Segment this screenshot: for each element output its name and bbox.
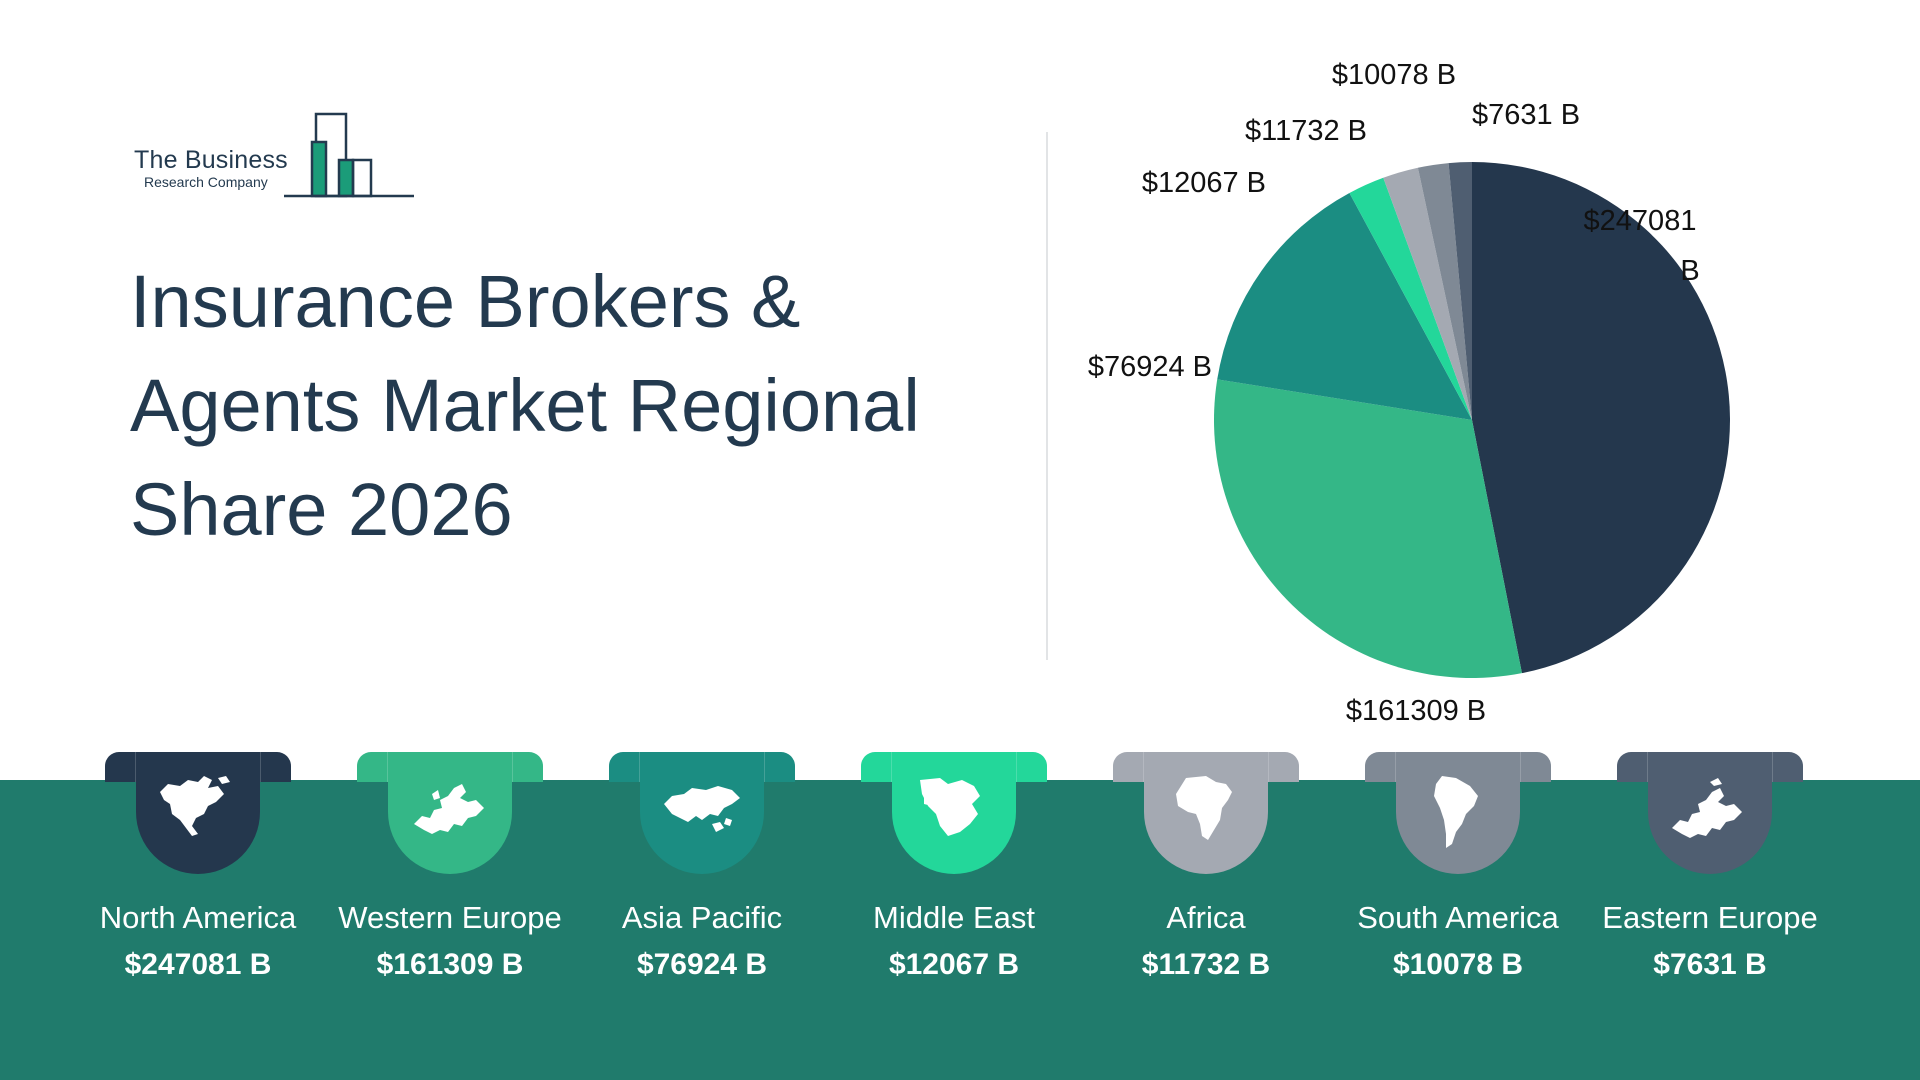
- pie-slice-north-america: [1472, 162, 1731, 674]
- region-badge: [1144, 752, 1268, 874]
- vertical-divider: [1046, 132, 1048, 660]
- logo-buildings-icon: [284, 112, 414, 198]
- region-value: $7631 B: [1653, 948, 1767, 981]
- region-badge: [1396, 752, 1520, 874]
- region-name: North America: [99, 900, 297, 935]
- region-card-western-europe: Western Europe $161309 B: [338, 752, 562, 1052]
- pie-slice-asia-pacific: [1217, 192, 1472, 420]
- region-card-north-america: North America $247081 B: [100, 752, 296, 1052]
- region-card-eastern-europe: Eastern Europe $7631 B: [1602, 752, 1818, 1052]
- pie-slice-africa: [1383, 167, 1472, 420]
- region-card-asia-pacific: Asia Pacific $76924 B: [609, 752, 795, 1052]
- region-badge: [1648, 752, 1772, 874]
- asia-pacific-map-icon: [664, 786, 740, 832]
- region-card-middle-east: Middle East $12067 B: [861, 752, 1047, 1052]
- region-value: $76924 B: [636, 948, 768, 981]
- region-badge: [388, 752, 512, 874]
- region-name: Western Europe: [338, 900, 562, 935]
- region-value: $161309 B: [376, 948, 524, 981]
- pie-slice-western-europe: [1214, 379, 1522, 679]
- region-badge: [892, 752, 1016, 874]
- pie-data-label: $247081 B: [1584, 205, 1700, 287]
- pie-data-label: $76924 B: [1088, 351, 1212, 383]
- company-logo: The Business Research Company: [134, 110, 424, 200]
- region-name: Eastern Europe: [1602, 900, 1818, 935]
- region-name: Asia Pacific: [621, 900, 783, 935]
- pie-slice-eastern-europe: [1448, 162, 1472, 420]
- region-badge: [640, 752, 764, 874]
- region-value: $247081 B: [124, 948, 272, 981]
- pie-slice-middle-east: [1349, 177, 1472, 420]
- region-card-south-america: South America $10078 B: [1357, 752, 1559, 1052]
- pie-data-label: $10078 B: [1332, 59, 1456, 91]
- region-badge: [136, 752, 260, 874]
- region-name: South America: [1357, 900, 1559, 935]
- region-name: Middle East: [873, 900, 1035, 935]
- region-value: $10078 B: [1392, 948, 1524, 981]
- pie-data-label: $161309 B: [1346, 695, 1486, 727]
- region-value: $12067 B: [888, 948, 1020, 981]
- western-europe-map-icon: [414, 784, 484, 834]
- logo-name: The Business: [134, 146, 288, 174]
- south-america-map-icon: [1434, 776, 1478, 848]
- pie-data-label: $11732 B: [1245, 115, 1367, 147]
- north-america-map-icon: [160, 776, 230, 836]
- eastern-europe-map-icon: [1672, 778, 1742, 838]
- region-name: Africa: [1166, 900, 1246, 935]
- pie-slice-south-america: [1417, 163, 1472, 420]
- region-value: $11732 B: [1141, 948, 1271, 981]
- logo-subname: Research Company: [144, 174, 268, 190]
- pie-data-label: $7631 B: [1472, 99, 1580, 131]
- page-title: Insurance Brokers & Agents Market Region…: [130, 260, 920, 551]
- pie-chart: $247081 B $161309 B $76924 B $12067 B $11732 …: [1088, 59, 1731, 727]
- africa-map-icon: [1176, 776, 1232, 840]
- region-card-africa: Africa $11732 B: [1113, 752, 1299, 1052]
- pie-data-label: $12067 B: [1142, 167, 1266, 199]
- middle-east-map-icon: [920, 778, 980, 836]
